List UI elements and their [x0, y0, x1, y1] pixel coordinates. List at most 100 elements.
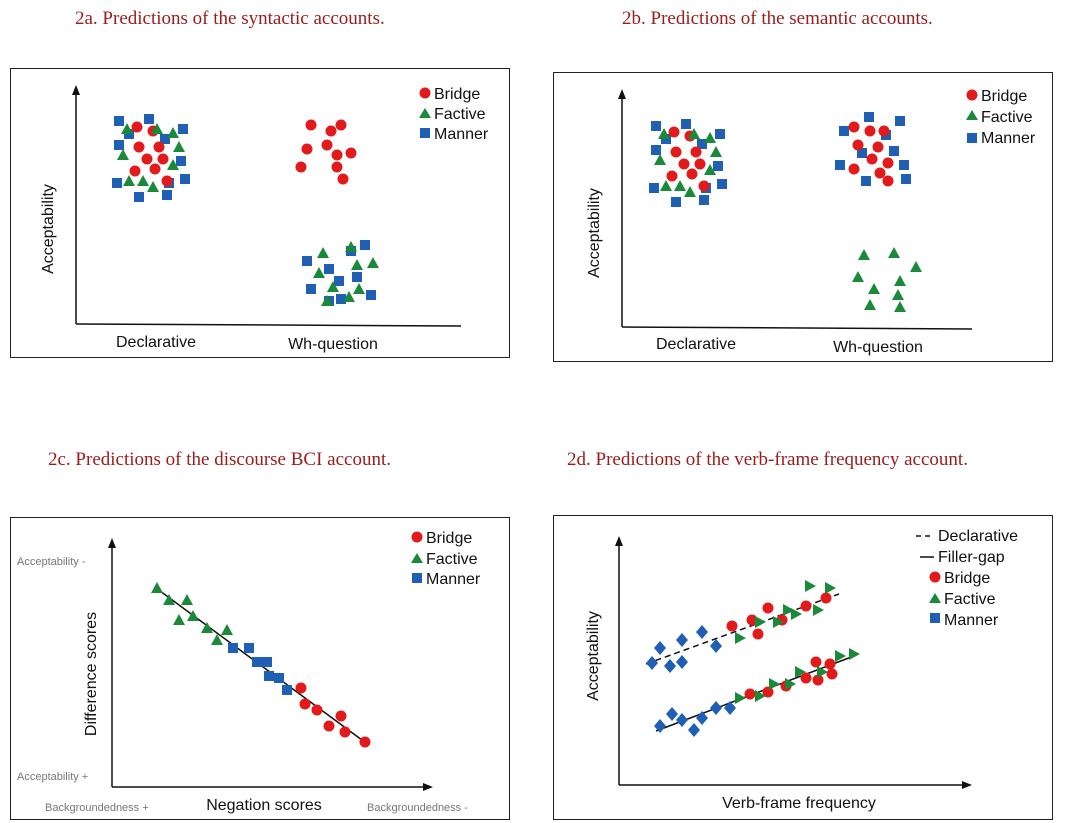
bridge-point: [337, 173, 349, 185]
x-axis-label: Negation scores: [206, 797, 322, 814]
manner-point: [228, 643, 238, 653]
factive-point: [658, 128, 670, 139]
bridge-point: [157, 153, 169, 165]
manner-point: [336, 294, 346, 304]
bridge-point: [864, 125, 876, 137]
legend-manner-label: Manner: [426, 571, 481, 588]
manner-point: [162, 190, 172, 200]
legend-factive-marker: [411, 553, 423, 563]
bridge-point: [848, 163, 860, 175]
bridge-point: [874, 167, 886, 179]
x-axis-arrow-icon: [962, 781, 972, 789]
bridge-point: [305, 119, 317, 131]
bridge-point: [800, 600, 812, 612]
bridge-point: [295, 161, 307, 173]
manner-point: [717, 179, 727, 189]
panel-2d: Verb-frame frequency Acceptability Decla…: [553, 515, 1053, 820]
manner-point: [664, 659, 676, 673]
bridge-point: [762, 686, 774, 698]
factive-point: [353, 283, 365, 294]
factive-point: [117, 149, 129, 160]
manner-point: [306, 284, 316, 294]
manner-point: [839, 126, 849, 136]
legend-bridge-marker: [966, 89, 978, 101]
y-tick-acceptability-plus: Acceptability +: [17, 771, 88, 783]
legend-manner-label: Manner: [434, 126, 489, 143]
manner-point: [114, 116, 124, 126]
factive-point: [187, 610, 199, 621]
factive-point: [173, 614, 185, 625]
manner-point: [160, 134, 170, 144]
factive-point: [221, 624, 233, 635]
bridge-point: [335, 119, 347, 131]
legend-bridge-marker: [929, 571, 941, 583]
bridge-point: [335, 710, 347, 722]
bridge-point: [826, 668, 838, 680]
legend-manner-marker: [967, 133, 977, 143]
legend-factive-label: Factive: [981, 109, 1033, 126]
factive-point: [167, 159, 179, 170]
y-axis-label: Difference scores: [83, 612, 100, 736]
manner-point: [180, 174, 190, 184]
legend-bridge-label: Bridge: [981, 88, 1027, 105]
manner-point: [715, 129, 725, 139]
bridge-point: [744, 688, 756, 700]
y-axis-arrow-icon: [618, 89, 626, 99]
factive-point: [121, 123, 133, 134]
factive-point: [211, 634, 223, 645]
x-tick-backgroundedness-minus: Backgroundedness -: [367, 802, 468, 814]
bridge-point: [824, 658, 836, 670]
manner-point: [244, 643, 254, 653]
factive-point: [147, 181, 159, 192]
bridge-point: [299, 698, 311, 710]
x-tick-declarative: Declarative: [116, 334, 196, 351]
manner-point: [864, 112, 874, 122]
factive-point: [163, 594, 175, 605]
x-axis: [75, 323, 462, 327]
bridge-point: [331, 161, 343, 173]
manner-point: [681, 119, 691, 129]
legend-declarative-label: Declarative: [938, 528, 1018, 545]
bridge-point: [345, 147, 357, 159]
manner-point: [899, 160, 909, 170]
factive-point: [345, 241, 357, 252]
manner-point: [649, 183, 659, 193]
factive-point: [137, 175, 149, 186]
manner-point: [676, 713, 688, 727]
factive-point: [858, 249, 870, 260]
factive-point: [849, 648, 860, 660]
factive-point: [864, 299, 876, 310]
factive-point: [151, 123, 163, 134]
manner-point: [176, 156, 186, 166]
factive-point: [817, 666, 828, 678]
points-2d: [646, 580, 860, 737]
bridge-point: [129, 165, 141, 177]
x-axis-label: Verb-frame frequency: [722, 795, 876, 812]
manner-point: [835, 160, 845, 170]
bridge-point: [670, 146, 682, 158]
manner-point: [282, 685, 292, 695]
factive-point: [773, 616, 784, 628]
manner-point: [324, 264, 334, 274]
y-axis-arrow-icon: [108, 538, 116, 548]
factive-point: [327, 281, 339, 292]
manner-point: [654, 641, 666, 655]
bridge-point: [882, 175, 894, 187]
manner-point: [360, 240, 370, 250]
bridge-point: [686, 168, 698, 180]
manner-point: [688, 723, 700, 737]
panel-2b: Acceptability Declarative Wh-question Br…: [553, 72, 1053, 362]
factive-point: [735, 692, 746, 704]
bridge-point: [746, 614, 758, 626]
factive-point: [755, 616, 766, 628]
x-tick-wh-question: Wh-question: [288, 336, 378, 353]
factive-point: [783, 604, 794, 616]
panel-2a: Acceptability Declarative Wh-question Br…: [10, 68, 510, 358]
x-axis: [621, 326, 973, 330]
factive-point: [181, 594, 193, 605]
manner-point: [112, 178, 122, 188]
factive-point: [894, 301, 906, 312]
factive-point: [321, 295, 333, 306]
bridge-point: [133, 141, 145, 153]
points-2b: [649, 112, 922, 312]
